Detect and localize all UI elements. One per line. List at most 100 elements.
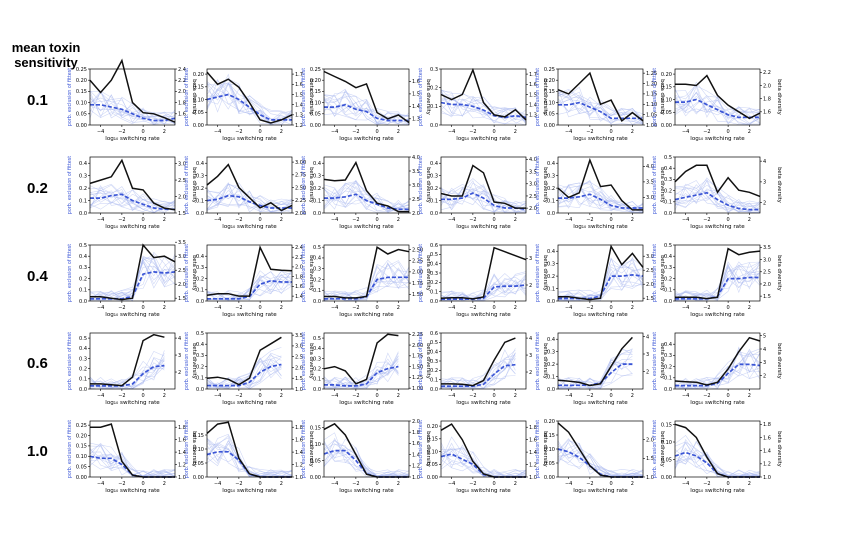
x-axis-label: log₁₀ switching rate <box>339 488 394 494</box>
x-tick-label: 0 <box>727 305 730 311</box>
beta-diversity-line <box>557 336 633 387</box>
right-tick-label: 2.2 <box>295 255 303 261</box>
x-tick-label: 0 <box>142 393 145 399</box>
x-axis-label: log₁₀ switching rate <box>339 400 394 406</box>
right-tick-label: 2.00 <box>412 343 423 349</box>
left-tick-label: 0.4 <box>79 346 87 352</box>
panel-r1-c1: 0.0 0.1 0.2 0.3 0.4 2.00 2.25 2.50 2.75 3.00 −4 −2 0… <box>184 156 314 230</box>
left-tick-label: 0.05 <box>76 464 87 470</box>
right-axis-label: beta diversity <box>425 343 431 379</box>
left-tick-label: 0.4 <box>664 166 672 172</box>
right-tick-label: 1.6 <box>295 284 303 290</box>
mean-exclusion-line <box>324 193 409 211</box>
left-axis-label: porb. exclusion of fittest <box>418 332 424 390</box>
left-tick-label: 0.5 <box>79 336 87 342</box>
run-line <box>89 109 176 125</box>
x-tick-label: −4 <box>331 217 338 223</box>
x-tick-label: −4 <box>448 481 455 487</box>
left-tick-label: 0.1 <box>430 377 438 383</box>
left-tick-label: 0.1 <box>196 376 204 382</box>
x-tick-label: 2 <box>748 393 751 399</box>
panel-frame <box>440 420 527 478</box>
right-axis-label: beta diversity <box>776 431 782 467</box>
right-tick-label: 2 <box>529 370 532 376</box>
x-tick-label: −4 <box>97 129 104 135</box>
right-tick-label: 1.0 <box>529 475 537 481</box>
right-tick-label: 1.5 <box>295 92 303 98</box>
x-tick-label: −2 <box>586 481 593 487</box>
beta-diversity-line <box>440 246 527 300</box>
x-axis-label: log₁₀ switching rate <box>573 136 628 142</box>
x-axis-label: log₁₀ switching rate <box>105 136 160 142</box>
left-tick-label: 0.2 <box>313 186 321 192</box>
left-tick-label: 0.05 <box>661 457 672 463</box>
mean-exclusion-line <box>441 192 527 211</box>
left-tick-label: 0.3 <box>664 265 672 271</box>
right-tick-label: 1.4 <box>529 450 537 456</box>
runs-r4-c0 <box>89 442 176 478</box>
right-axis-label: beta diversity <box>659 167 665 203</box>
x-tick-label: −4 <box>214 481 221 487</box>
left-tick-label: 0.2 <box>196 276 204 282</box>
panel-r4-c2: 0.00 0.05 0.10 0.15 1.0 1.2 1.4 1.6 1.8 2.0 −4 −2 0 2… <box>301 419 431 494</box>
right-tick-label: 1.2 <box>178 462 186 468</box>
x-tick-label: 0 <box>259 305 262 311</box>
x-tick-label: 2 <box>748 305 751 311</box>
right-tick-label: 1.8 <box>412 430 420 436</box>
right-tick-label: 1.4 <box>295 450 303 456</box>
mean-exclusion-line <box>558 101 643 120</box>
x-tick-label: 2 <box>748 481 751 487</box>
runs-r1-c3 <box>440 178 527 214</box>
run-line <box>89 192 176 211</box>
x-axis-label: log₁₀ switching rate <box>339 224 394 230</box>
run-line <box>206 89 293 117</box>
x-tick-label: 0 <box>493 305 496 311</box>
x-tick-label: −4 <box>97 305 104 311</box>
figure-title: mean toxin sensitivity <box>0 40 92 70</box>
right-tick-label: 1.6 <box>412 79 420 85</box>
x-tick-label: −2 <box>235 393 242 399</box>
x-tick-label: 2 <box>748 217 751 223</box>
x-tick-label: 0 <box>142 129 145 135</box>
left-tick-label: 0.10 <box>310 442 321 448</box>
x-axis-label: log₁₀ switching rate <box>105 400 160 406</box>
left-tick-label: 0.3 <box>664 353 672 359</box>
run-line <box>89 453 176 478</box>
left-axis-label: porb. exclusion of fittest <box>67 332 73 390</box>
left-tick-label: 0.3 <box>430 271 438 277</box>
x-tick-label: −2 <box>586 305 593 311</box>
x-tick-label: 2 <box>631 129 634 135</box>
beta-diversity-line <box>206 71 293 124</box>
x-tick-label: 2 <box>163 481 166 487</box>
right-tick-label: 1.6 <box>295 82 303 88</box>
left-axis-label: porb. exclusion of fittest <box>652 244 658 302</box>
right-axis-label: beta diversity <box>191 431 197 467</box>
x-tick-label: 2 <box>163 305 166 311</box>
x-tick-label: −4 <box>331 305 338 311</box>
right-axis-label: beta diversity <box>308 343 314 379</box>
left-tick-label: 0.15 <box>310 89 321 95</box>
right-tick-label: 1.5 <box>646 296 654 302</box>
left-tick-label: 0.00 <box>310 123 321 129</box>
x-tick-label: 0 <box>142 305 145 311</box>
x-tick-label: 0 <box>493 129 496 135</box>
run-line <box>440 89 527 125</box>
mean-exclusion-line <box>323 449 409 478</box>
x-tick-label: 0 <box>727 481 730 487</box>
beta-diversity-line <box>440 423 526 478</box>
x-tick-label: −4 <box>565 305 572 311</box>
x-tick-label: 0 <box>727 217 730 223</box>
x-tick-label: 0 <box>259 129 262 135</box>
right-tick-label: 1.2 <box>295 123 303 129</box>
x-tick-label: 2 <box>397 217 400 223</box>
run-line <box>440 191 527 210</box>
left-tick-label: 0.1 <box>664 288 672 294</box>
right-tick-label: 1.75 <box>412 281 423 287</box>
right-tick-label: 1.4 <box>178 450 186 456</box>
run-line <box>557 443 644 477</box>
right-tick-label: 1.6 <box>178 112 186 118</box>
run-line <box>206 82 293 125</box>
x-tick-label: −2 <box>586 129 593 135</box>
beta-diversity-line <box>206 163 293 212</box>
